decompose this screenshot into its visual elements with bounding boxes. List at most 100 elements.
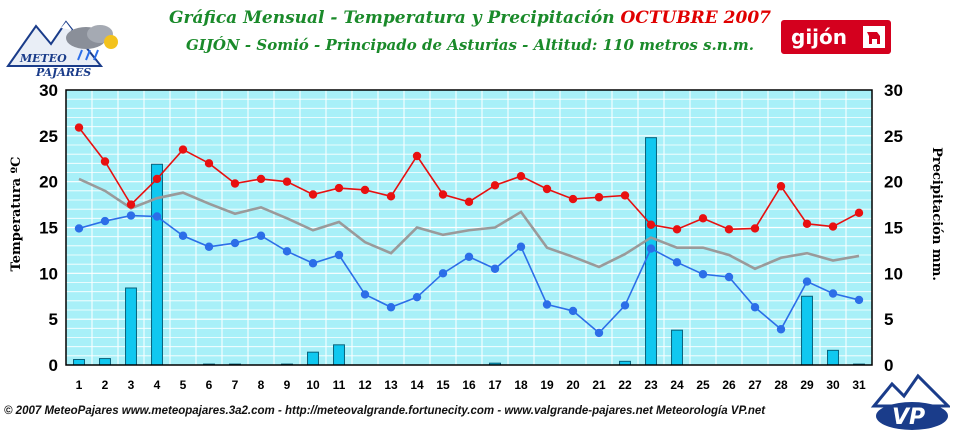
precip-bar-day-29 (801, 295, 813, 366)
x-tick-label-25: 25 (696, 378, 710, 392)
x-tick-label-12: 12 (358, 378, 372, 392)
y-axis-left-label: Temperatura ºC (9, 157, 24, 272)
y-axis-right-label: Precipitación mm. (929, 147, 944, 281)
point-min-day-1 (74, 224, 84, 233)
point-min-day-12 (360, 290, 370, 299)
point-min-day-22 (620, 301, 630, 310)
point-min-day-16 (464, 252, 474, 262)
temperature-lines (74, 123, 864, 338)
title-main: Gráfica Mensual - Temperatura y Precipit… (168, 8, 615, 28)
point-min-day-9 (282, 247, 292, 256)
x-tick-label-4: 4 (154, 378, 161, 392)
point-min-day-23 (646, 244, 656, 253)
chart-subtitle: GIJÓN - Somió - Principado de Asturias -… (186, 36, 754, 54)
point-min-day-18 (516, 242, 526, 251)
point-max-day-27 (750, 224, 760, 233)
x-tick-label-22: 22 (618, 378, 632, 392)
meteopajares-logo: METEO PAJARES (6, 14, 126, 80)
x-tick-label-29: 29 (800, 378, 814, 392)
point-max-day-18 (516, 171, 526, 181)
point-max-day-13 (386, 192, 396, 201)
y-right-tick-label: 5 (884, 310, 893, 329)
line-mean-temperature (78, 177, 860, 271)
precip-bar-day-2 (99, 358, 111, 366)
y-right-tick-label: 0 (884, 356, 893, 375)
x-tick-label-13: 13 (384, 378, 398, 392)
point-max-day-26 (724, 225, 734, 234)
point-max-day-21 (594, 193, 604, 202)
point-max-day-24 (672, 225, 682, 234)
point-max-day-7 (230, 179, 240, 188)
x-tick-label-18: 18 (514, 378, 528, 392)
x-tick-label-28: 28 (774, 378, 788, 392)
y-right-tick-label: 30 (884, 81, 903, 100)
x-tick-label-24: 24 (670, 378, 684, 392)
y-left-tick-label: 25 (39, 127, 58, 146)
point-max-day-29 (802, 219, 812, 229)
x-tick-label-31: 31 (852, 378, 866, 392)
point-min-day-14 (412, 292, 422, 302)
point-max-day-28 (776, 182, 786, 191)
point-min-day-26 (724, 272, 734, 282)
point-min-day-28 (776, 325, 786, 334)
precip-bar-day-4 (151, 163, 163, 366)
y-left-tick-label: 20 (39, 173, 58, 192)
gijon-logo-text: gijón (791, 25, 847, 49)
precip-bar-day-3 (125, 287, 137, 366)
point-min-day-3 (126, 211, 136, 220)
x-tick-label-14: 14 (410, 378, 424, 392)
point-min-day-31 (854, 295, 864, 305)
y-left-tick-label: 5 (49, 310, 58, 329)
point-max-day-20 (568, 194, 578, 204)
x-tick-label-17: 17 (488, 378, 502, 392)
y-right-tick-label: 25 (884, 127, 903, 146)
x-tick-label-23: 23 (644, 378, 658, 392)
x-tick-label-8: 8 (258, 378, 265, 392)
point-max-day-5 (178, 145, 188, 154)
point-max-day-12 (360, 185, 370, 195)
point-min-day-21 (594, 328, 604, 338)
precip-bar-day-30 (827, 349, 839, 366)
y-left-tick-label: 10 (39, 264, 58, 283)
logo-pajares-text: PAJARES (35, 66, 91, 79)
point-max-day-15 (438, 190, 448, 199)
point-min-day-25 (698, 270, 708, 279)
x-axis-ticks: 1 2 3 4 5 6 7 8 9 10 11 12 13 14 15 16 17 18 19 20 21 22 23 24 2… (76, 378, 866, 392)
x-tick-label-27: 27 (748, 378, 762, 392)
point-max-day-22 (620, 191, 630, 200)
point-max-day-31 (854, 208, 864, 218)
gijon-logo: gijón (781, 20, 891, 54)
point-max-day-19 (542, 184, 552, 194)
point-max-day-9 (282, 177, 292, 186)
point-max-day-2 (100, 157, 110, 166)
point-min-day-19 (542, 300, 552, 309)
point-max-day-14 (412, 151, 422, 161)
y-axis-left-ticks: 0 5 10 15 20 25 30 (39, 81, 58, 375)
title-month: OCTUBRE 2007 (620, 8, 772, 28)
point-min-day-24 (672, 258, 682, 267)
point-min-day-10 (308, 259, 318, 268)
y-axis-right-ticks: 0 5 10 15 20 25 30 (884, 81, 903, 375)
x-tick-label-9: 9 (284, 378, 291, 392)
precip-bar-day-1 (73, 359, 85, 366)
point-max-day-1 (74, 123, 84, 132)
point-min-day-27 (750, 303, 760, 312)
footer-credits: © 2007 MeteoPajares www.meteopajares.3a2… (4, 405, 766, 417)
x-tick-label-11: 11 (333, 378, 346, 392)
x-tick-label-19: 19 (540, 378, 554, 392)
point-max-day-8 (256, 174, 266, 184)
point-max-day-6 (204, 159, 214, 168)
x-tick-label-26: 26 (722, 378, 736, 392)
point-min-day-17 (490, 264, 500, 273)
y-right-tick-label: 20 (884, 173, 903, 192)
x-tick-label-3: 3 (128, 378, 135, 392)
vp-logo: VP (870, 372, 952, 434)
point-min-day-2 (100, 216, 110, 226)
x-tick-label-16: 16 (462, 378, 476, 392)
x-tick-label-2: 2 (102, 378, 109, 392)
point-max-day-3 (126, 200, 136, 209)
precip-bar-day-11 (333, 344, 345, 366)
point-min-day-7 (230, 238, 240, 248)
precip-bar-day-24 (671, 329, 683, 366)
